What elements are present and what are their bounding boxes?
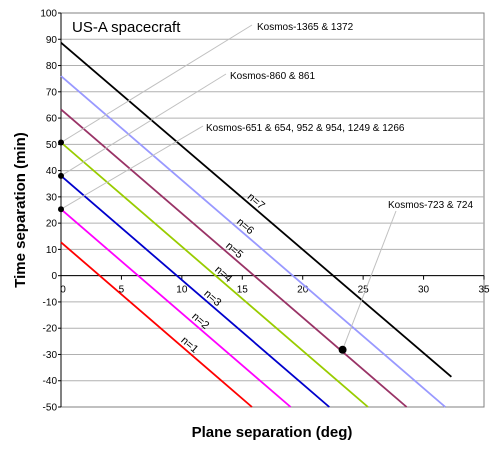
y-tick-label: -50	[43, 403, 58, 414]
annotation-leader	[60, 73, 227, 177]
x-tick-label: 25	[358, 285, 370, 296]
chart-title: US-A spacecraft	[72, 19, 181, 36]
series-line-n=5	[60, 108, 408, 408]
annotation-leader	[60, 125, 204, 210]
x-axis-title: Plane separation (deg)	[192, 424, 353, 441]
x-tick-label: 35	[478, 285, 490, 296]
data-point	[58, 139, 64, 146]
series-line-n=1	[60, 241, 253, 408]
y-tick-label: 70	[46, 87, 58, 98]
series-line-n=6	[60, 75, 446, 408]
y-tick-label: 80	[46, 61, 58, 72]
x-tick-label: 30	[418, 285, 430, 296]
y-tick-label: -40	[43, 376, 58, 387]
series-line-n=3	[60, 175, 330, 408]
data-point	[58, 206, 64, 213]
data-point	[338, 345, 347, 354]
series-line-n=7	[60, 41, 452, 378]
series-lines	[60, 41, 452, 408]
x-tick-label: 15	[237, 285, 249, 296]
annotation-leader	[342, 210, 397, 350]
y-tick-label: 10	[46, 245, 58, 256]
plot-area	[60, 12, 485, 408]
y-tick-label: -20	[43, 324, 58, 335]
series-line-n=4	[60, 141, 369, 408]
annotation-label: Kosmos-723 & 724	[388, 200, 473, 211]
annotation-leader	[60, 24, 253, 143]
x-tick-label: 20	[297, 285, 309, 296]
y-tick-label: 0	[51, 271, 57, 282]
y-tick-label: 30	[46, 192, 58, 203]
y-tick-label: 100	[40, 9, 57, 20]
y-tick-label: 40	[46, 166, 58, 177]
y-tick-label: 20	[46, 219, 58, 230]
y-tick-label: 50	[46, 140, 58, 151]
y-tick-label: -10	[43, 297, 58, 308]
annotation-label: Kosmos-860 & 861	[230, 71, 315, 82]
y-tick-label: 60	[46, 114, 58, 125]
data-points	[58, 139, 347, 354]
annotation-label: Kosmos-1365 & 1372	[257, 22, 354, 33]
y-tick-label: -30	[43, 350, 58, 361]
x-tick-label: 5	[119, 285, 125, 296]
annotations: Kosmos-1365 & 1372 Kosmos-860 & 861 Kosmos…	[206, 22, 473, 211]
y-axis-title: Time separation (min)	[12, 132, 29, 288]
y-tick-label: 90	[46, 35, 58, 46]
annotation-label: Kosmos-651 & 654, 952 & 954, 1249 & 1266	[206, 123, 405, 134]
x-tick-label: 0	[60, 285, 66, 296]
data-point	[58, 172, 64, 179]
series-line-n=2	[60, 208, 292, 408]
annotation-leaders	[60, 24, 397, 350]
x-tick-label: 10	[176, 285, 188, 296]
